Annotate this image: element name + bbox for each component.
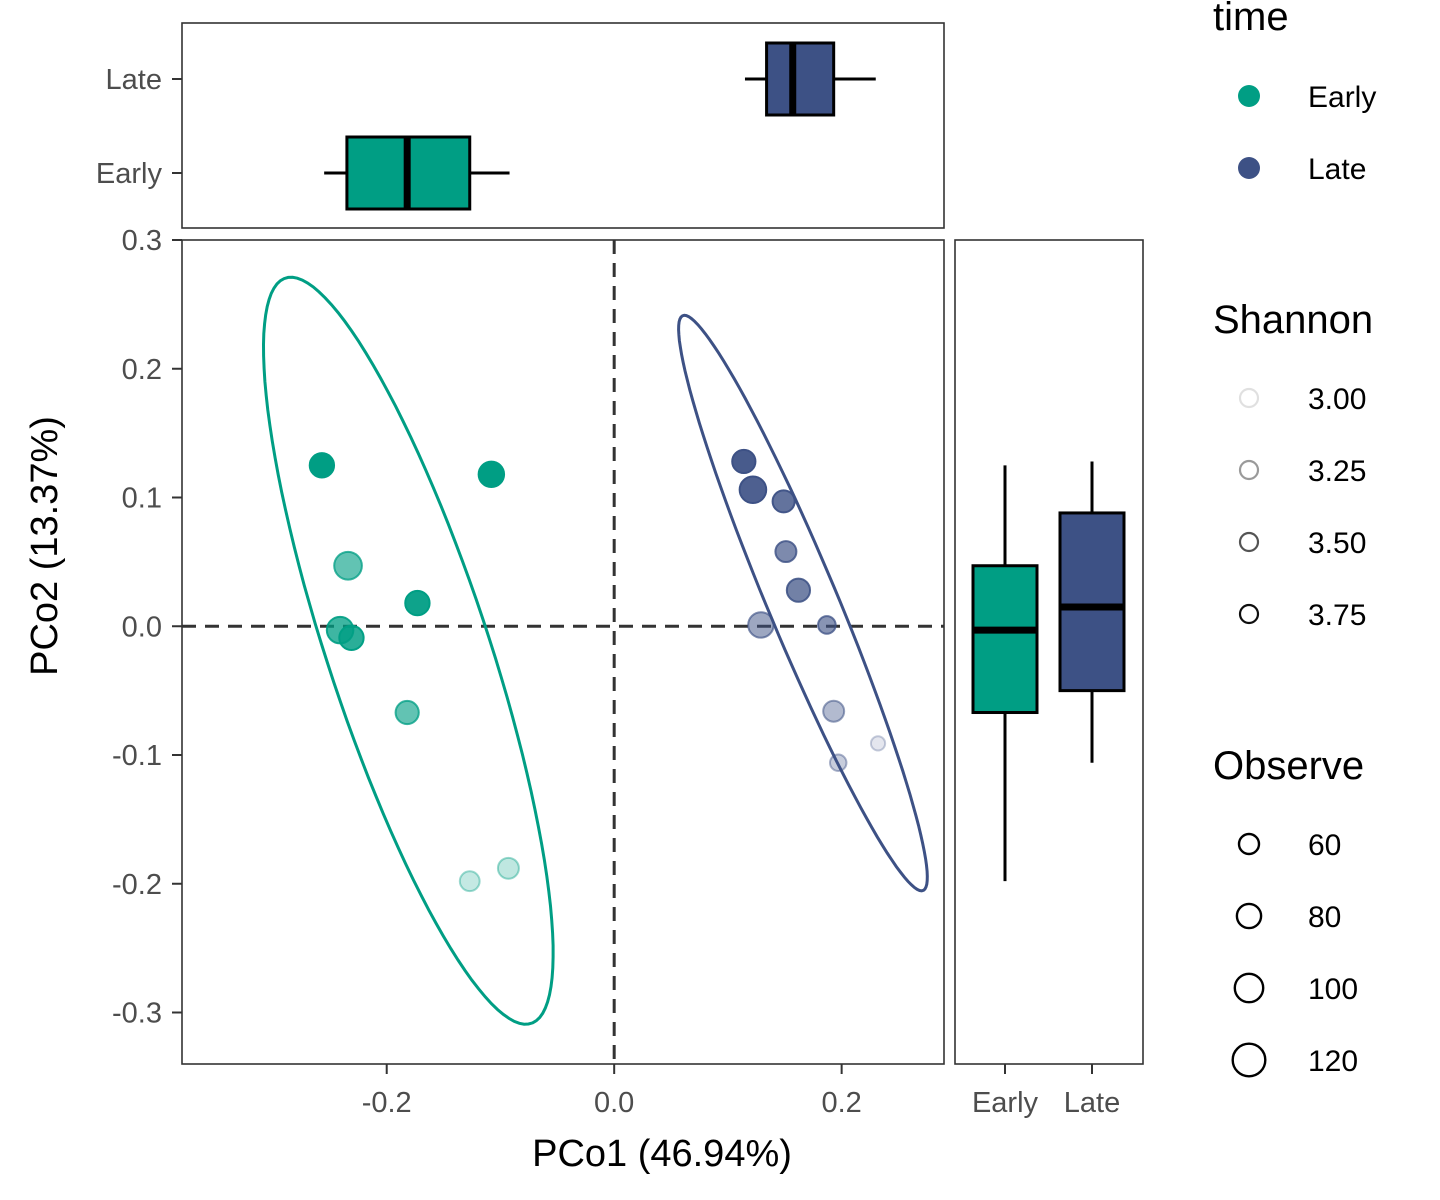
ellipse-early xyxy=(261,275,555,1026)
right-x-tick-label: Early xyxy=(972,1087,1039,1119)
legend-shannon-key xyxy=(1238,603,1260,625)
point-late xyxy=(731,448,757,475)
legend-shannon-title: Shannon xyxy=(1213,298,1373,342)
point-early xyxy=(333,550,363,581)
legend-observe-title: Observe xyxy=(1213,744,1364,788)
y-tick-label: -0.3 xyxy=(112,998,162,1030)
legend-observe-items: 60 80 100 120 xyxy=(1231,829,1358,1078)
legend-time-label: Late xyxy=(1308,153,1366,186)
x-tick-label: 0.2 xyxy=(821,1087,861,1119)
point-early xyxy=(496,856,520,880)
point-late xyxy=(822,699,846,723)
y-tick-label: -0.1 xyxy=(112,740,162,772)
point-late xyxy=(828,753,848,772)
legend-shannon-key xyxy=(1238,531,1260,553)
legend-time-title: time xyxy=(1213,0,1289,39)
legend-observe-label: 100 xyxy=(1308,973,1358,1006)
main-panel: -0.2 0.0 0.2 0.3 0.2 0.1 0.0 -0.1 -0.2 -0.3 PCo1… xyxy=(24,225,945,1175)
legend-shannon-items: 3.00 3.25 3.50 3.75 xyxy=(1238,383,1366,632)
top-y-tick-label: Early xyxy=(96,158,163,190)
point-late xyxy=(869,735,887,752)
y-tick-label: -0.2 xyxy=(112,869,162,901)
y-axis: 0.3 0.2 0.1 0.0 -0.1 -0.2 -0.3 xyxy=(112,225,182,1030)
legend-shannon-key xyxy=(1238,387,1260,409)
legend-shannon-label: 3.75 xyxy=(1308,599,1366,632)
point-late xyxy=(747,611,775,639)
reference-lines xyxy=(182,240,944,1064)
top-box-late xyxy=(765,41,836,117)
ellipse-late xyxy=(677,313,929,893)
right-x-tick-label: Late xyxy=(1064,1087,1120,1119)
legend-shannon-label: 3.50 xyxy=(1308,527,1366,560)
y-tick-label: 0.0 xyxy=(122,611,162,643)
x-tick-label: 0.0 xyxy=(594,1087,634,1119)
legend-time-label: Early xyxy=(1308,81,1376,114)
legend-observe-label: 80 xyxy=(1308,901,1341,934)
point-early xyxy=(308,452,336,479)
legend-shannon-key xyxy=(1238,459,1260,481)
legend-shannon-label: 3.25 xyxy=(1308,455,1366,488)
point-late xyxy=(817,615,837,635)
right-boxplot-frame xyxy=(954,239,1144,1065)
right-box-early xyxy=(971,564,1039,715)
point-early xyxy=(477,460,506,489)
legend-observe-key xyxy=(1231,1042,1267,1078)
legend-time-key xyxy=(1238,85,1260,107)
confidence-ellipses xyxy=(261,275,929,1026)
point-late xyxy=(774,540,798,564)
right-box-late xyxy=(1058,511,1126,693)
point-early xyxy=(458,870,481,893)
point-early xyxy=(338,624,365,651)
legend-observe-key xyxy=(1237,832,1261,856)
point-late xyxy=(738,475,768,505)
y-tick-label: 0.2 xyxy=(122,354,162,386)
legend-shannon-label: 3.00 xyxy=(1308,383,1366,416)
legend-observe-key xyxy=(1233,972,1265,1004)
right-boxplot-panel: Early Late xyxy=(954,239,1144,1119)
legend-time-items: Early Late xyxy=(1238,81,1376,186)
legend-observe-label: 60 xyxy=(1308,829,1341,862)
main-panel-frame xyxy=(181,239,945,1065)
y-tick-label: 0.1 xyxy=(122,483,162,515)
point-early xyxy=(394,699,420,726)
point-early xyxy=(404,589,431,617)
point-late xyxy=(771,489,796,514)
y-tick-label: 0.3 xyxy=(122,225,162,257)
top-boxplot-frame xyxy=(181,22,945,229)
legend-observe-key xyxy=(1235,902,1263,930)
legend-time-key xyxy=(1238,157,1260,179)
point-late xyxy=(785,577,812,603)
x-tick-label: -0.2 xyxy=(362,1087,412,1119)
y-axis-title: PCo2 (13.37%) xyxy=(24,416,66,676)
right-boxes: Early Late xyxy=(971,461,1126,1119)
top-boxplot-panel: Early Late xyxy=(96,22,945,229)
x-axis-title: PCo1 (46.94%) xyxy=(532,1133,792,1175)
x-axis: -0.2 0.0 0.2 xyxy=(362,1064,862,1119)
top-boxes: Early Late xyxy=(96,41,876,211)
top-y-tick-label: Late xyxy=(106,64,162,96)
scatter-points xyxy=(308,448,887,893)
legend-observe-label: 120 xyxy=(1308,1045,1358,1078)
